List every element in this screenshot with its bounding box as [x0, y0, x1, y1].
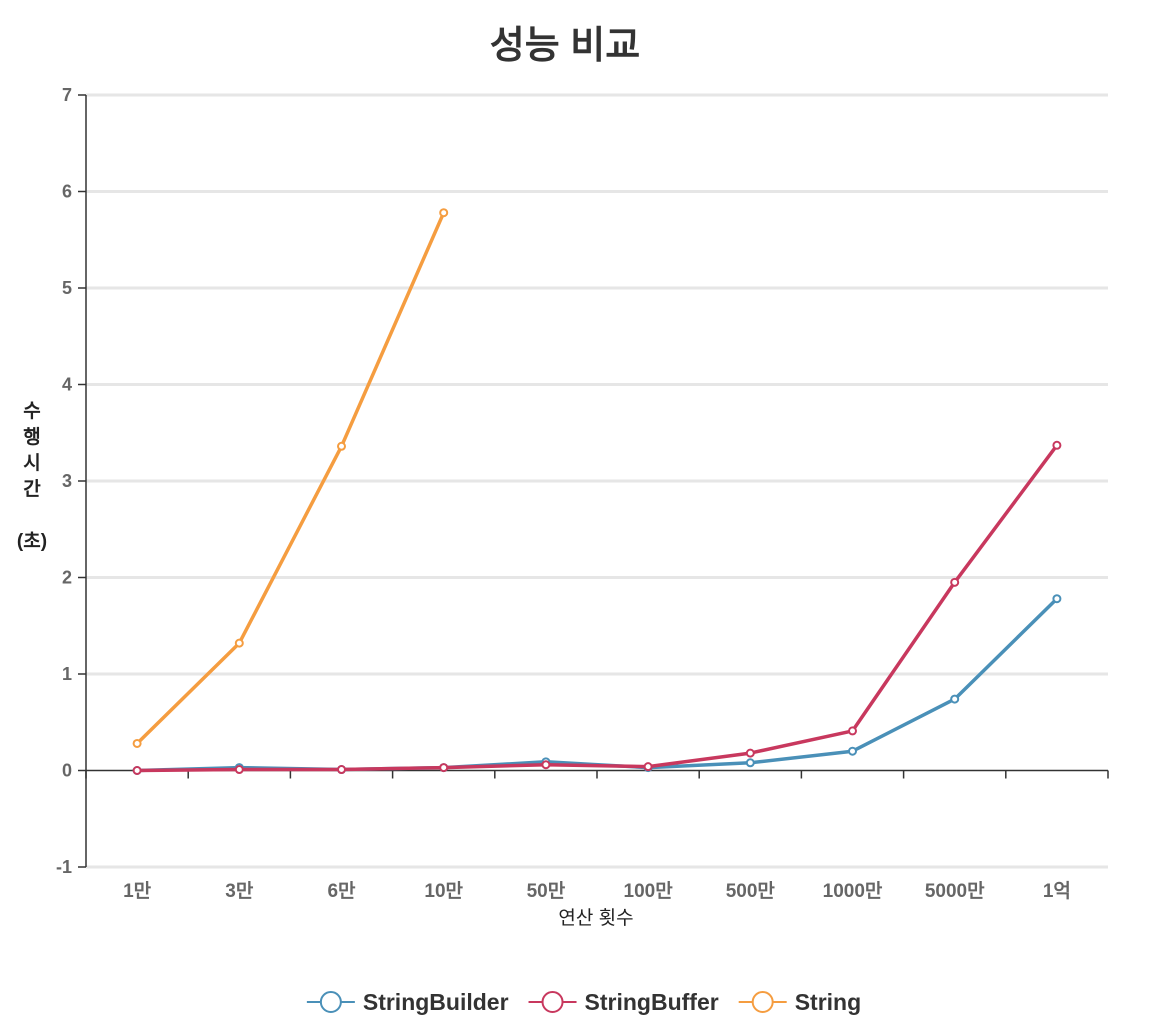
legend-marker — [319, 991, 342, 1013]
legend-item-stringbuilder[interactable]: StringBuilder — [306, 989, 509, 1015]
data-point — [1052, 594, 1062, 604]
x-tick-label: 1000만 — [823, 880, 883, 902]
y-tick-label: 7 — [62, 85, 72, 105]
series-stringbuffer — [132, 440, 1062, 775]
y-tick-label: 6 — [62, 182, 72, 202]
y-axis-ticks: -1 0 1 2 3 4 5 6 7 — [56, 85, 86, 877]
x-tick-label: 1만 — [123, 880, 152, 902]
data-point — [132, 738, 142, 748]
legend-label: StringBuffer — [585, 989, 719, 1015]
y-tick-label: 4 — [62, 375, 72, 395]
x-tick-label: 100만 — [624, 880, 674, 902]
series-group — [132, 208, 1062, 775]
y-tick-label: 2 — [62, 568, 72, 588]
data-point — [439, 208, 449, 218]
legend[interactable]: StringBuilder StringBuffer String — [306, 989, 861, 1015]
y-tick-label: 5 — [62, 278, 72, 298]
x-tick-label: 10만 — [424, 880, 463, 902]
y-tick-label: 1 — [62, 664, 72, 684]
y-tick-label: 3 — [62, 471, 72, 491]
legend-marker — [751, 991, 774, 1013]
data-point — [950, 694, 960, 704]
y-axis-label-line: (초) — [17, 530, 47, 552]
x-tick-label: 6만 — [327, 880, 356, 902]
data-point — [541, 760, 551, 770]
legend-item-string[interactable]: String — [738, 989, 861, 1015]
data-point — [337, 441, 346, 451]
series-string — [132, 208, 449, 748]
data-point — [234, 638, 244, 648]
legend-label: String — [795, 989, 861, 1015]
y-axis-label-line: 간 — [23, 478, 41, 500]
x-tick-label: 1억 — [1043, 880, 1071, 902]
data-point — [745, 748, 755, 758]
data-point — [745, 758, 755, 768]
data-point — [439, 763, 449, 773]
legend-item-stringbuffer[interactable]: StringBuffer — [528, 989, 719, 1015]
y-tick-label: -1 — [56, 857, 72, 877]
legend-label: StringBuilder — [363, 989, 509, 1015]
y-axis-label-line: 수 — [23, 400, 40, 422]
data-point — [1052, 440, 1062, 450]
legend-marker — [541, 991, 564, 1013]
chart-title: 성능 비교 — [490, 25, 640, 67]
x-tick-label: 5000만 — [925, 880, 985, 902]
data-point — [848, 746, 857, 756]
data-point — [643, 762, 653, 772]
data-point — [337, 765, 346, 775]
x-tick-label: 3만 — [225, 880, 254, 902]
grid-lines — [86, 93, 1108, 869]
series-line — [135, 443, 1059, 773]
series-line — [135, 210, 446, 746]
data-point — [132, 766, 142, 775]
x-axis-ticks: 1만 3만 6만 10만 50만 100만 500만 1000만 5000만 1억 — [85, 770, 1109, 902]
data-point — [950, 577, 960, 587]
series-line — [135, 596, 1059, 773]
y-axis-label-line: 시 — [23, 452, 40, 474]
x-tick-label: 500만 — [726, 880, 776, 902]
x-axis-label: 연산 횟수 — [558, 907, 633, 929]
x-tick-label: 50만 — [527, 880, 566, 902]
y-axis-label-line: 행 — [23, 426, 40, 448]
data-point — [848, 726, 857, 736]
series-stringbuilder — [132, 594, 1062, 775]
y-tick-label: 0 — [62, 761, 72, 781]
data-point — [234, 765, 244, 775]
